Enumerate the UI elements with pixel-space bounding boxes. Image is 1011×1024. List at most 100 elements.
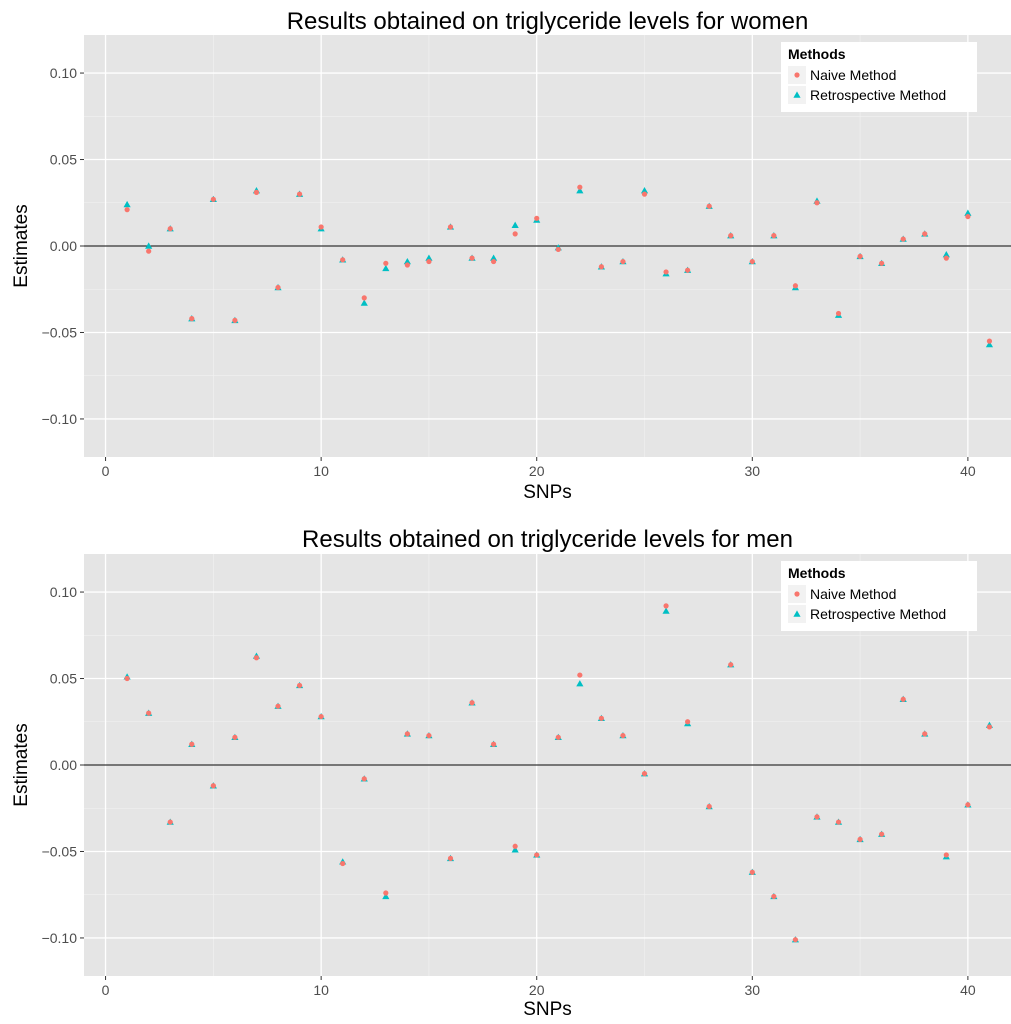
naive-point	[318, 713, 324, 720]
naive-point	[296, 191, 303, 197]
y-tick-label: 0.10	[50, 584, 77, 600]
naive-point	[663, 269, 669, 275]
legend-title: Methods	[788, 46, 846, 62]
naive-point	[361, 776, 367, 782]
naive-point	[685, 719, 691, 725]
y-tick-label: −0.10	[42, 411, 78, 427]
naive-point	[361, 295, 367, 301]
legend: Methods Naive Method Retrospective Method	[781, 561, 977, 631]
chart-panel-1: 0 10 20 30 40 −0.10 −0.05 0.00 0.05 0.10 Results o…	[11, 526, 1011, 1020]
retrospective-point	[425, 254, 433, 261]
x-tick-label: 20	[529, 982, 545, 998]
naive-point	[685, 267, 691, 273]
chart-panel-0: 0 10 20 30 40 −0.10 −0.05 0.00 0.05 0.10 Results o…	[11, 8, 1011, 503]
naive-point	[534, 852, 540, 858]
legend: Methods Naive Method Retrospective Method	[781, 42, 977, 112]
naive-point	[922, 231, 928, 237]
naive-point	[879, 260, 885, 266]
x-tick-label: 30	[745, 982, 761, 998]
naive-point	[469, 700, 475, 706]
naive-point	[275, 284, 281, 291]
naive-point	[146, 248, 152, 254]
retrospective-point	[511, 221, 519, 228]
naive-point	[835, 819, 842, 825]
x-tick-label: 40	[960, 982, 976, 998]
series-naive	[124, 603, 993, 943]
naive-point	[340, 257, 346, 263]
chart-title: Results obtained on triglyceride levels …	[302, 526, 793, 553]
legend-label: Naive Method	[810, 67, 896, 83]
x-axis-label: SNPs	[523, 482, 572, 503]
naive-point	[232, 734, 238, 740]
x-tick-label: 0	[102, 463, 110, 479]
naive-point	[426, 258, 432, 265]
naive-point	[318, 224, 324, 230]
retrospective-point	[640, 187, 649, 194]
legend-label: Retrospective Method	[810, 606, 946, 622]
naive-point	[857, 836, 863, 842]
naive-point	[814, 814, 820, 820]
legend-title: Methods	[788, 565, 846, 581]
naive-point	[922, 731, 928, 737]
naive-point	[835, 310, 842, 317]
naive-point	[900, 696, 906, 702]
naive-point	[491, 741, 497, 747]
naive-point	[814, 200, 820, 206]
y-axis-label: Estimates	[11, 723, 32, 806]
retrospective-point	[511, 846, 519, 853]
naive-point	[900, 236, 906, 242]
naive-point	[512, 231, 518, 237]
y-tick-label: 0.10	[50, 65, 77, 81]
legend-box	[781, 42, 977, 112]
naive-point	[792, 283, 799, 289]
retrospective-point	[985, 340, 994, 348]
naive-point	[189, 316, 195, 322]
naive-point	[641, 191, 648, 197]
y-tick-label: 0.00	[50, 757, 77, 773]
naive-point	[663, 603, 669, 609]
naive-point	[232, 317, 238, 323]
naive-point	[771, 233, 777, 239]
legend-key-triangle	[793, 610, 801, 617]
naive-point	[706, 203, 712, 209]
naive-point	[771, 893, 777, 900]
retrospective-point	[145, 242, 153, 249]
naive-point	[986, 338, 993, 344]
legend-label: Naive Method	[810, 586, 896, 602]
retrospective-point	[576, 680, 584, 687]
x-tick-label: 10	[313, 463, 329, 479]
naive-point	[792, 937, 799, 943]
naive-point	[555, 246, 561, 253]
naive-point	[598, 715, 604, 721]
naive-point	[210, 783, 216, 789]
naive-point	[555, 734, 561, 740]
naive-point	[641, 771, 648, 777]
naive-point	[879, 831, 885, 837]
retrospective-point	[662, 607, 670, 614]
naive-point	[404, 262, 410, 268]
naive-point	[146, 710, 152, 716]
naive-point	[857, 253, 863, 259]
y-tick-label: 0.05	[50, 671, 77, 687]
naive-point	[253, 189, 260, 195]
naive-point	[340, 860, 346, 867]
naive-point	[253, 655, 260, 661]
naive-point	[728, 233, 734, 239]
naive-point	[749, 258, 755, 265]
y-axis-label: Estimates	[11, 204, 32, 287]
legend-key-circle	[794, 591, 800, 597]
naive-point	[426, 732, 432, 739]
naive-point	[447, 224, 454, 230]
y-tick-label: 0.05	[50, 152, 77, 168]
naive-point	[469, 255, 475, 261]
naive-point	[167, 226, 173, 232]
legend-key-triangle	[793, 91, 801, 98]
naive-point	[749, 869, 755, 875]
naive-point	[620, 258, 626, 265]
x-tick-label: 0	[102, 982, 110, 998]
y-tick-label: −0.10	[42, 930, 78, 946]
naive-point	[577, 184, 583, 190]
retrospective-point	[403, 257, 411, 265]
